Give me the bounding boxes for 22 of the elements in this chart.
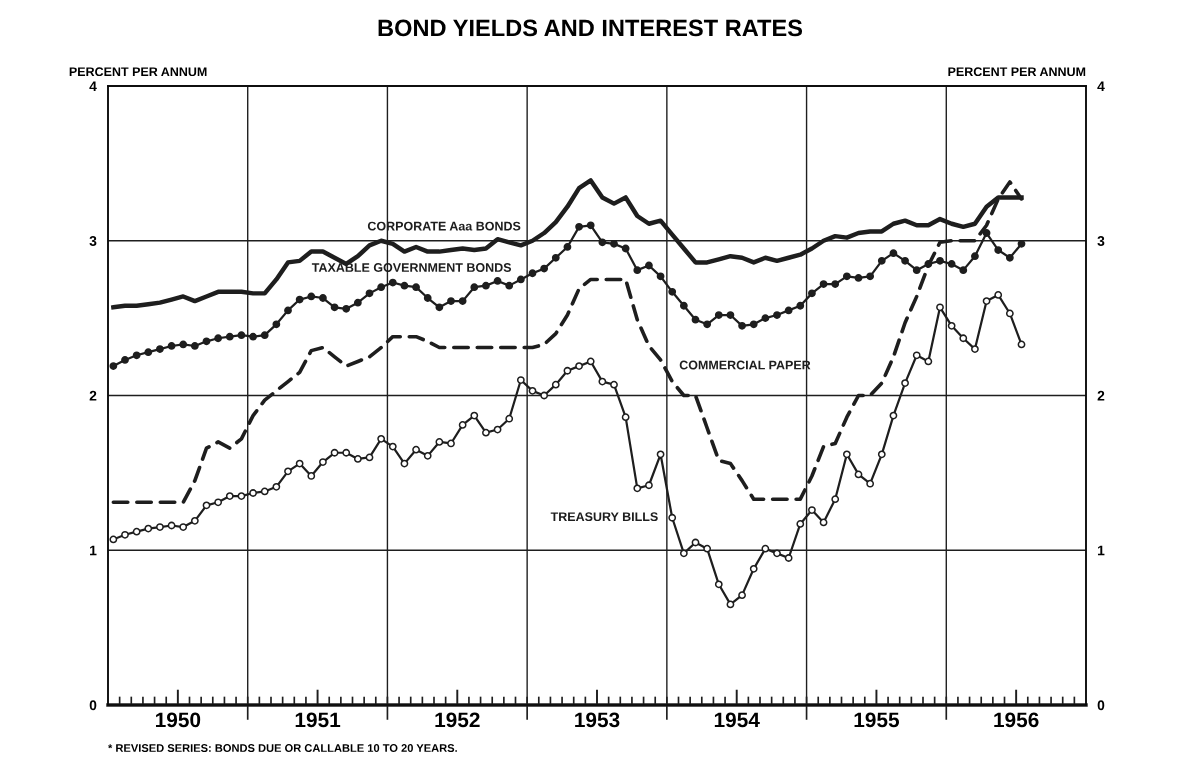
y2-tick-label: 3 <box>1097 236 1105 246</box>
y2-tick-label: 1 <box>1097 545 1105 556</box>
x-tick-label: 1954 <box>714 712 760 728</box>
y-tick-label: 1 <box>90 545 97 556</box>
text: * REVISED SERIES: BONDS DUE OR CALLABLE 10 TO 20 YEARS. <box>108 744 457 752</box>
y2-axis-title: PERCENT PER ANNUM <box>948 67 1086 77</box>
y-tick-label: 0 <box>89 700 97 711</box>
x-tick-label: 1950 <box>156 712 201 728</box>
y2-tick-label: 4 <box>1097 81 1105 92</box>
x-tick-label: 1951 <box>295 712 341 728</box>
y2-tick-label: 2 <box>1097 390 1105 401</box>
series-label: TREASURY BILLS <box>550 512 658 522</box>
x-tick-label: 1953 <box>575 712 620 728</box>
x-tick-label: 1955 <box>854 712 900 728</box>
y-tick-label: 4 <box>89 81 97 92</box>
x-tick-label: 1952 <box>435 712 480 728</box>
y-axis-title: PERCENT PER ANNUM <box>69 67 207 77</box>
x-tick-label: 1956 <box>994 712 1039 728</box>
chart-title: BOND YIELDS AND INTEREST RATES <box>378 19 803 37</box>
y-tick-label: 3 <box>89 236 97 246</box>
y-tick-label: 2 <box>89 390 97 401</box>
y2-tick-label: 0 <box>1097 700 1105 711</box>
